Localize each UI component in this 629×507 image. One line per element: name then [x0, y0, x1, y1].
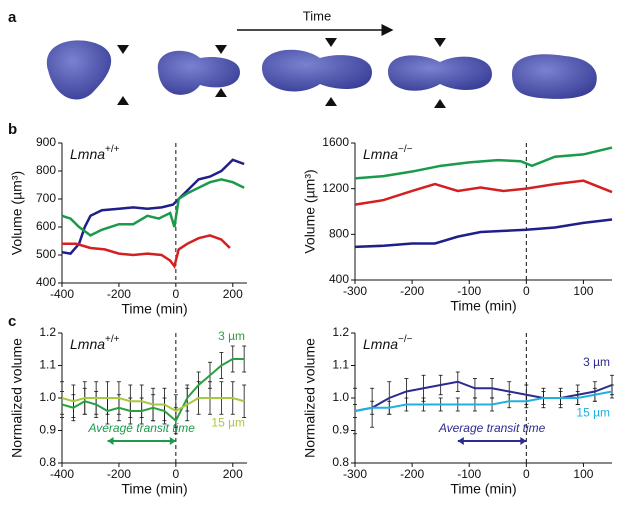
panel-title: Lmna+/+	[70, 334, 120, 352]
y-axis-label: Volume (µm³)	[302, 169, 318, 253]
y-tick-label: 1200	[322, 181, 349, 195]
x-tick-label: -400	[50, 287, 74, 301]
arrow-head	[520, 437, 527, 445]
x-tick-label: 100	[573, 467, 593, 481]
time-label: Time	[303, 8, 331, 23]
y-tick-label: 0.9	[39, 423, 56, 437]
genotype: +/+	[105, 334, 120, 345]
y-tick-label: 600	[36, 219, 56, 233]
panel-a: a Time	[8, 8, 597, 108]
cell	[512, 54, 597, 99]
series-line	[61, 358, 245, 423]
x-tick-label: -200	[107, 467, 131, 481]
x-tick-label: -100	[457, 284, 481, 298]
panel-label: a	[8, 9, 17, 26]
y-tick-label: 1.1	[39, 358, 56, 372]
x-tick-label: -200	[107, 287, 131, 301]
x-axis-label: Time (min)	[121, 301, 187, 317]
series-line	[62, 234, 231, 270]
series-line	[354, 218, 613, 249]
gene-name: Lmna	[363, 146, 398, 162]
genotype: −/−	[398, 144, 413, 155]
series-line	[354, 179, 613, 206]
annotation: Average transit time	[87, 421, 195, 435]
gene-name: Lmna	[70, 146, 105, 162]
y-tick-label: 0.8	[39, 455, 56, 469]
y-tick-label: 800	[329, 227, 349, 241]
x-axis-label: Time (min)	[121, 481, 187, 497]
x-tick-label: -200	[400, 467, 424, 481]
x-tick-label: -300	[343, 467, 367, 481]
x-tick-label: 100	[573, 284, 593, 298]
gene-name: Lmna	[363, 336, 398, 352]
y-axis-label: Normalized volume	[302, 338, 318, 458]
y-tick-label: 900	[36, 135, 56, 149]
x-axis-label: Time (min)	[450, 481, 516, 497]
series-label: 15 µm	[211, 415, 245, 429]
x-tick-label: 0	[173, 287, 180, 301]
x-tick-label: -100	[457, 467, 481, 481]
y-tick-label: 700	[36, 191, 56, 205]
panel-title: Lmna−/−	[363, 334, 413, 352]
genotype: −/−	[398, 334, 413, 345]
y-axis-label: Normalized volume	[9, 338, 25, 458]
panel-title: Lmna−/−	[363, 144, 413, 162]
cell	[157, 50, 240, 95]
arrow-head	[457, 437, 464, 445]
x-tick-label: 0	[523, 467, 530, 481]
y-tick-label: 400	[36, 275, 56, 289]
x-tick-label: -200	[400, 284, 424, 298]
y-tick-label: 500	[36, 247, 56, 261]
x-axis-label: Time (min)	[450, 298, 516, 314]
panel-title: Lmna+/+	[70, 144, 120, 162]
y-tick-label: 1.1	[332, 358, 349, 372]
y-tick-label: 0.9	[332, 423, 349, 437]
series-line	[61, 397, 245, 413]
cell	[388, 55, 492, 91]
arrow-head	[169, 437, 176, 445]
series-label: 3 µm	[583, 355, 610, 369]
series-label: 15 µm	[576, 406, 610, 420]
x-tick-label: 200	[223, 467, 243, 481]
y-tick-label: 1.0	[332, 390, 349, 404]
arrowheads	[117, 38, 446, 108]
gene-name: Lmna	[70, 336, 105, 352]
y-tick-label: 1.2	[332, 325, 349, 339]
y-axis-label: Volume (µm³)	[9, 171, 25, 255]
x-tick-label: -400	[50, 467, 74, 481]
x-tick-label: 0	[173, 467, 180, 481]
y-tick-label: 800	[36, 163, 56, 177]
series-line	[61, 178, 245, 237]
cell	[262, 49, 372, 92]
y-tick-label: 400	[329, 272, 349, 286]
series-label: 3 µm	[218, 329, 245, 343]
y-tick-label: 1.2	[39, 325, 56, 339]
y-tick-label: 1600	[322, 135, 349, 149]
panel-label: c	[8, 313, 16, 330]
y-tick-label: 0.8	[332, 455, 349, 469]
annotation: Average transit time	[438, 421, 546, 435]
x-tick-label: 0	[523, 284, 530, 298]
series-line	[354, 390, 613, 412]
x-tick-label: 200	[223, 287, 243, 301]
y-tick-label: 1.0	[39, 390, 56, 404]
panel-label: b	[8, 121, 17, 138]
cell	[46, 40, 112, 100]
arrow-head	[107, 437, 114, 445]
series-line	[354, 146, 613, 180]
series-line	[61, 158, 245, 255]
series-line	[354, 380, 613, 412]
genotype: +/+	[105, 144, 120, 155]
x-tick-label: -300	[343, 284, 367, 298]
